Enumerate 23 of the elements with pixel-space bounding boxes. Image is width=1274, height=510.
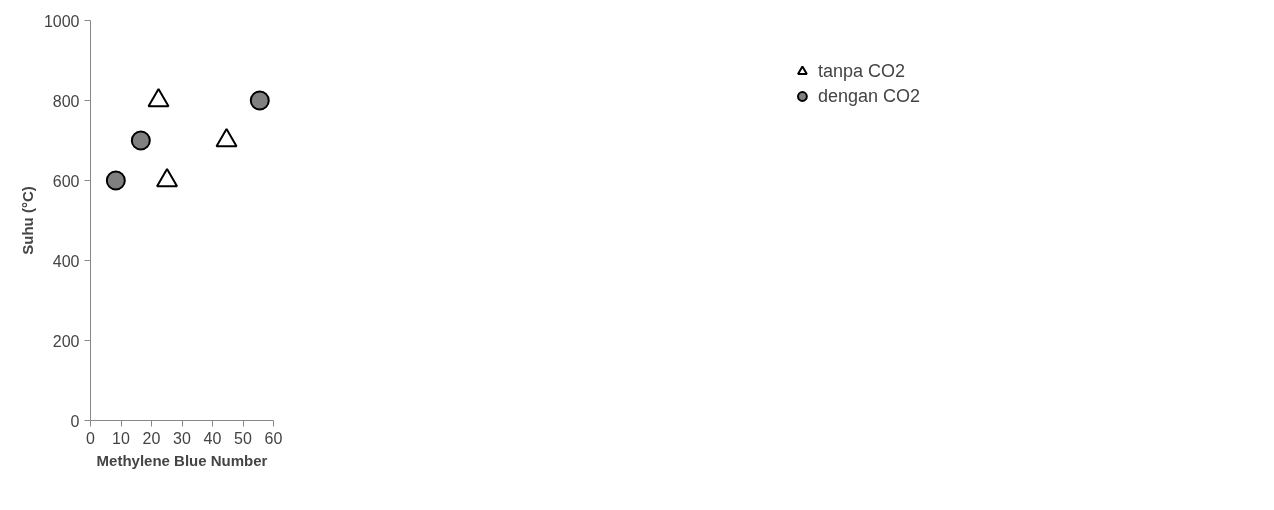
- point: [130, 130, 151, 151]
- x-axis-title: Methylene Blue Number: [96, 451, 268, 469]
- x-tick-label: 60: [264, 429, 283, 447]
- point: [147, 87, 170, 108]
- point: [215, 127, 238, 148]
- x-tick-label: 50: [234, 429, 252, 447]
- x-tick-label: 30: [173, 429, 191, 447]
- y-tick-label: 0: [70, 412, 80, 430]
- y-tick-label: 800: [52, 92, 80, 110]
- y-tick-label: 600: [52, 172, 80, 190]
- y-tick-label: 400: [52, 252, 80, 270]
- y-tick-label: 200: [52, 332, 80, 350]
- x-tick-label: 0: [86, 429, 96, 447]
- x-tick-label: 10: [112, 429, 130, 447]
- point: [105, 170, 126, 191]
- point: [249, 90, 270, 111]
- point: [156, 167, 179, 188]
- x-tick-label: 20: [142, 429, 161, 447]
- y-axis-title: Suhu (°C): [18, 186, 36, 255]
- x-tick-label: 40: [203, 429, 222, 447]
- legend-label: dengan CO2: [817, 85, 920, 107]
- legend-label: tanpa CO2: [817, 60, 905, 82]
- y-tick-label: 1000: [43, 12, 80, 30]
